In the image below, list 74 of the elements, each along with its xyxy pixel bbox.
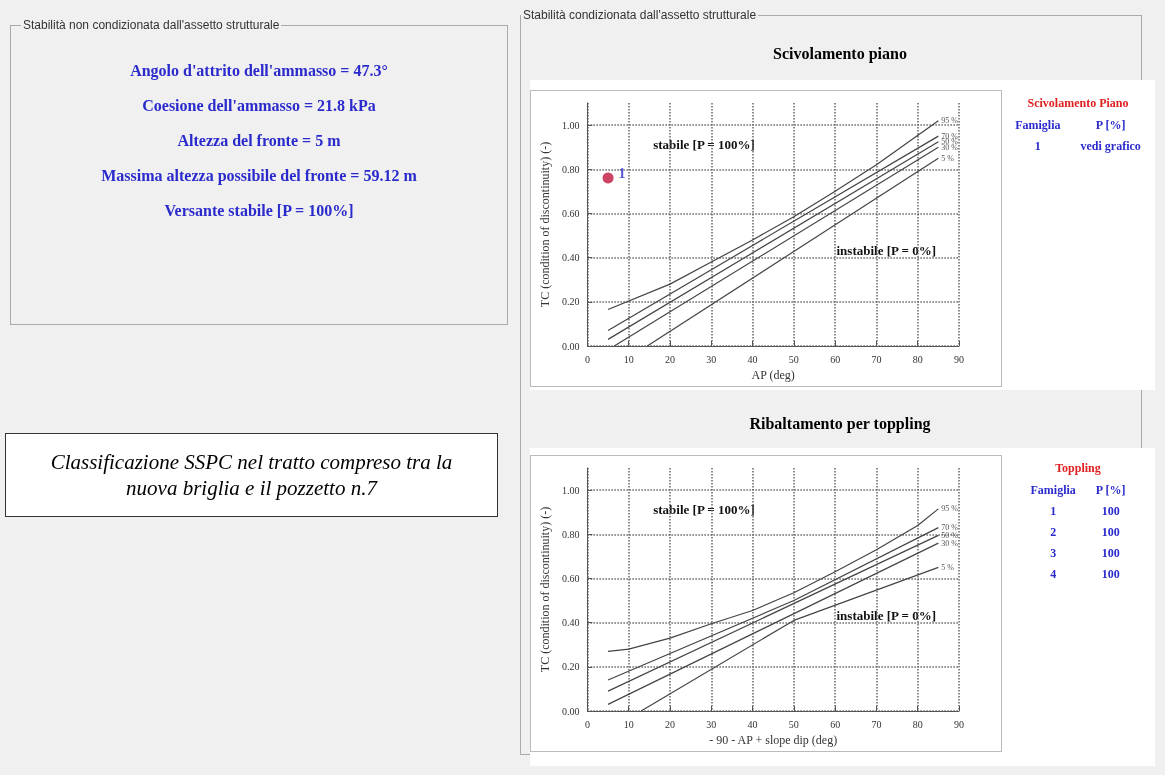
series-label: 1 <box>618 165 626 181</box>
chart-title: Ribaltamento per toppling <box>748 415 932 433</box>
series-label: 70 % <box>941 523 959 533</box>
x-tick-label: 70 <box>871 718 882 730</box>
x-tick-label: 20 <box>664 353 675 365</box>
chart-title: Scivolamento Piano <box>1026 96 1130 111</box>
y-tick-label: 0.00 <box>561 340 580 352</box>
text: Stabilità non condizionata dall'assetto strutturale <box>22 18 281 32</box>
annotation: stabile [P = 100%] <box>653 137 755 153</box>
y-tick-label: 4 <box>1049 566 1058 583</box>
y-tick-label: 0.80 <box>561 528 580 540</box>
y-tick-label: 1.00 <box>561 119 580 131</box>
y-tick-label: 0.80 <box>561 163 580 175</box>
y-tick-label: 0.40 <box>561 617 580 629</box>
y-tick-label: 0.60 <box>561 207 580 219</box>
x-tick-label: 30 <box>706 718 717 730</box>
text: Versante stabile [P = 100%] <box>163 202 355 220</box>
text: Classificazione SSPC nel tratto compreso tra la nuova briglia e il pozzetto n.7 <box>49 449 454 501</box>
x-tick-label: 60 <box>830 718 841 730</box>
chart-title: Scivolamento piano <box>772 45 908 63</box>
series-label: 95 % <box>941 116 959 126</box>
y-tick-label: 0.60 <box>561 572 580 584</box>
x-tick-label: 60 <box>830 353 841 365</box>
data-label: 100 <box>1100 524 1121 541</box>
x-tick-label: P [%] <box>1094 482 1127 499</box>
x-tick-label: 50 <box>788 353 799 365</box>
series-label: 30 % <box>941 538 959 548</box>
annotation: instabile [P = 0%] <box>836 608 936 624</box>
y-tick-label: 1.00 <box>561 484 580 496</box>
annotation: stabile [P = 100%] <box>653 502 755 518</box>
y-tick-label: 0.00 <box>561 705 580 717</box>
x-tick-label: 80 <box>912 718 923 730</box>
x-tick-label: 70 <box>871 353 882 365</box>
y-tick-label: 1 <box>1049 503 1058 520</box>
x-tick-label: 0 <box>584 718 590 730</box>
text: Altezza del fronte = 5 m <box>176 132 342 150</box>
x-tick-label: 90 <box>954 718 964 730</box>
text: Angolo d'attrito dell'ammasso = 47.3° <box>129 62 389 80</box>
y-tick-label: 2 <box>1049 524 1058 541</box>
x-tick-label: 40 <box>747 718 758 730</box>
x-axis-title: - 90 - AP + slope dip (deg) <box>709 732 838 747</box>
text: vedi grafico <box>1080 139 1141 153</box>
text: Massima altezza possibile del fronte = 59.12 m <box>100 167 418 185</box>
y-tick-label: 0.40 <box>561 252 580 264</box>
x-tick-label: 40 <box>747 353 758 365</box>
data-label: 100 <box>1100 566 1121 583</box>
line-series <box>607 120 939 311</box>
series-label: 50 % <box>941 530 959 540</box>
x-tick-label: 30 <box>706 353 717 365</box>
x-tick-label: 90 <box>954 353 964 365</box>
x-tick-label: P [%] <box>1094 117 1127 134</box>
series-label: 5 % <box>941 562 955 572</box>
x-tick-label: 80 <box>912 353 923 365</box>
y-tick-label: 0.20 <box>561 296 580 308</box>
y-axis-title: Famiglia <box>1014 117 1062 134</box>
y-axis-title: Famiglia <box>1029 482 1077 499</box>
x-tick-label: 10 <box>623 353 634 365</box>
text: Coesione dell'ammasso = 21.8 kPa <box>141 97 377 115</box>
x-tick-label: 50 <box>788 718 799 730</box>
series-label: 5 % <box>941 153 955 163</box>
x-tick-label: 10 <box>623 718 634 730</box>
y-axis-title: TC (condition of discontinuity) (-) <box>538 506 552 673</box>
x-tick-label: 0 <box>584 353 590 365</box>
annotation: instabile [P = 0%] <box>836 243 936 259</box>
data-label: 100 <box>1100 503 1121 520</box>
chart-subtitle: Stabilità condizionata dall'assetto strutturale <box>522 8 758 22</box>
y-tick-label: 3 <box>1049 545 1058 562</box>
x-tick-label: 20 <box>664 718 675 730</box>
y-tick-label: 0.20 <box>561 661 580 673</box>
y-axis-title: TC (condition of discontinuity) (-) <box>538 141 552 308</box>
series-label: 95 % <box>941 504 959 514</box>
chart-title: Toppling <box>1054 461 1102 476</box>
data-label: 100 <box>1100 545 1121 562</box>
x-axis-title: AP (deg) <box>751 367 795 382</box>
